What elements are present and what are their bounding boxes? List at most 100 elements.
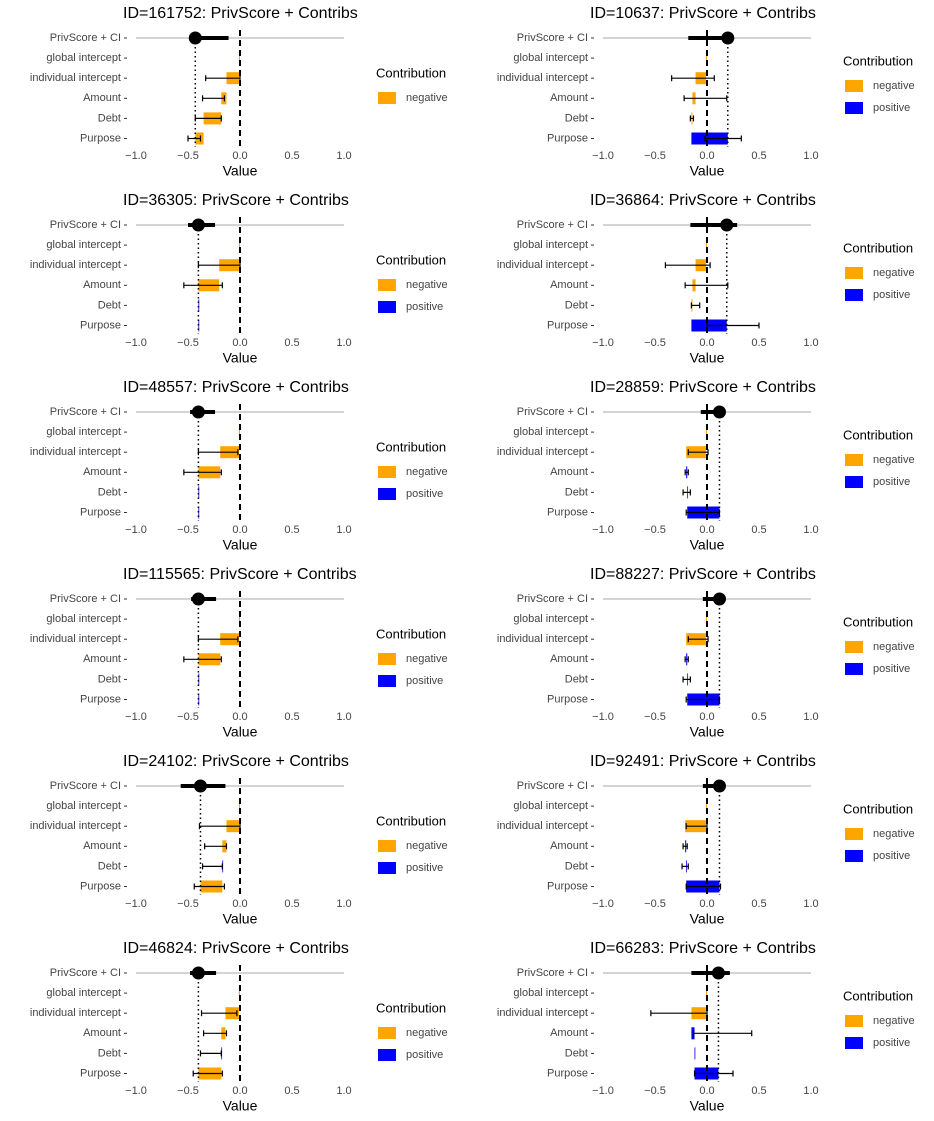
y-tick-label: global intercept [46, 426, 121, 438]
x-tick-label: 0.5 [284, 150, 299, 162]
x-tick-label: −1.0 [125, 150, 147, 162]
x-tick-label: 0.5 [284, 1085, 299, 1097]
legend-label: positive [406, 862, 443, 874]
error-bar [684, 469, 689, 476]
x-tick-label: 1.0 [803, 337, 818, 349]
x-tick-label: −0.5 [177, 150, 199, 162]
error-bar [704, 135, 742, 142]
y-tick-label: PrivScore + CI [517, 219, 588, 231]
y-tick-label: Debt [565, 860, 588, 872]
contribution-bar [705, 426, 707, 439]
y-tick-label: Purpose [547, 132, 588, 144]
y-tick-label: global intercept [46, 613, 121, 625]
y-tick-label: Purpose [80, 506, 121, 518]
x-tick-label: 1.0 [803, 150, 818, 162]
y-tick-label: individual intercept [497, 446, 588, 458]
legend-swatch [378, 488, 396, 500]
y-tick-label: global intercept [513, 800, 588, 812]
legend-label: negative [873, 641, 915, 653]
x-tick-label: 1.0 [336, 898, 351, 910]
legend-swatch [845, 850, 863, 862]
error-bar [201, 95, 225, 102]
x-tick-label: 0.5 [751, 337, 766, 349]
error-bar [671, 75, 715, 82]
y-tick-label: Debt [565, 486, 588, 498]
y-tick-label: Purpose [547, 506, 588, 518]
legend-title: Contribution [843, 801, 913, 816]
legend-swatch [378, 92, 396, 104]
y-tick-label: global intercept [513, 613, 588, 625]
y-tick-label: Amount [83, 653, 121, 665]
error-bar [682, 843, 688, 850]
y-tick-label: Purpose [547, 319, 588, 331]
x-tick-label: 0.0 [699, 150, 714, 162]
y-tick-label: individual intercept [30, 820, 121, 832]
legend-label: positive [406, 301, 443, 313]
contribution-bar [705, 800, 707, 813]
error-bar [683, 95, 728, 102]
legend-label: negative [406, 466, 448, 478]
x-axis-label: Value [690, 1098, 725, 1114]
x-tick-label: 0.5 [751, 711, 766, 723]
y-tick-label: individual intercept [497, 820, 588, 832]
x-tick-label: 0.0 [699, 1085, 714, 1097]
contribution-bar [705, 239, 707, 252]
error-bar [664, 262, 711, 269]
x-tick-label: −0.5 [177, 898, 199, 910]
legend-swatch [378, 840, 396, 852]
y-tick-label: PrivScore + CI [50, 593, 121, 605]
x-tick-label: 0.0 [699, 898, 714, 910]
error-bar [682, 676, 691, 683]
legend-title: Contribution [843, 614, 913, 629]
panel-title: ID=46824: PrivScore + Contribs [123, 940, 349, 957]
x-tick-label: 0.0 [232, 898, 247, 910]
score-point [721, 31, 735, 45]
legend-title: Contribution [376, 1000, 446, 1015]
x-tick-label: 1.0 [336, 150, 351, 162]
legend-title: Contribution [843, 988, 913, 1003]
error-bar [203, 1030, 228, 1037]
x-tick-label: −1.0 [592, 1085, 614, 1097]
legend-swatch [845, 267, 863, 279]
legend-label: positive [873, 663, 910, 675]
legend-label: positive [873, 1037, 910, 1049]
y-tick-label: individual intercept [30, 633, 121, 645]
legend-label: negative [406, 653, 448, 665]
legend-swatch [845, 289, 863, 301]
x-tick-label: 1.0 [803, 1085, 818, 1097]
y-tick-label: PrivScore + CI [50, 219, 121, 231]
legend-title: Contribution [376, 626, 446, 641]
legend-label: negative [873, 454, 915, 466]
error-bar [687, 449, 709, 456]
legend-label: positive [406, 675, 443, 687]
y-tick-label: PrivScore + CI [517, 32, 588, 44]
x-tick-label: 0.0 [232, 524, 247, 536]
panel-title: ID=92491: PrivScore + Contribs [590, 753, 816, 770]
x-tick-label: 0.0 [232, 1085, 247, 1097]
y-tick-label: Debt [98, 1047, 121, 1059]
panel-title: ID=48557: PrivScore + Contribs [123, 379, 349, 396]
x-tick-label: −1.0 [592, 150, 614, 162]
x-tick-label: 1.0 [803, 711, 818, 723]
contribution-bar [705, 987, 707, 1000]
score-point [191, 405, 205, 419]
panel-title: ID=36305: PrivScore + Contribs [123, 192, 349, 209]
x-tick-label: −0.5 [644, 337, 666, 349]
x-tick-label: 0.5 [284, 711, 299, 723]
error-bar [204, 843, 228, 850]
x-tick-label: 0.0 [699, 524, 714, 536]
x-axis-label: Value [690, 911, 725, 927]
legend-title: Contribution [843, 427, 913, 442]
legend-title: Contribution [843, 240, 913, 255]
legend-label: positive [873, 850, 910, 862]
x-axis-label: Value [223, 724, 258, 740]
x-axis-label: Value [223, 537, 258, 553]
x-axis-label: Value [690, 537, 725, 553]
y-tick-label: Debt [565, 673, 588, 685]
score-point [191, 966, 205, 980]
x-tick-label: −0.5 [644, 711, 666, 723]
error-bar [201, 863, 223, 870]
x-axis-label: Value [223, 911, 258, 927]
y-tick-label: Purpose [547, 880, 588, 892]
x-tick-label: −0.5 [177, 524, 199, 536]
